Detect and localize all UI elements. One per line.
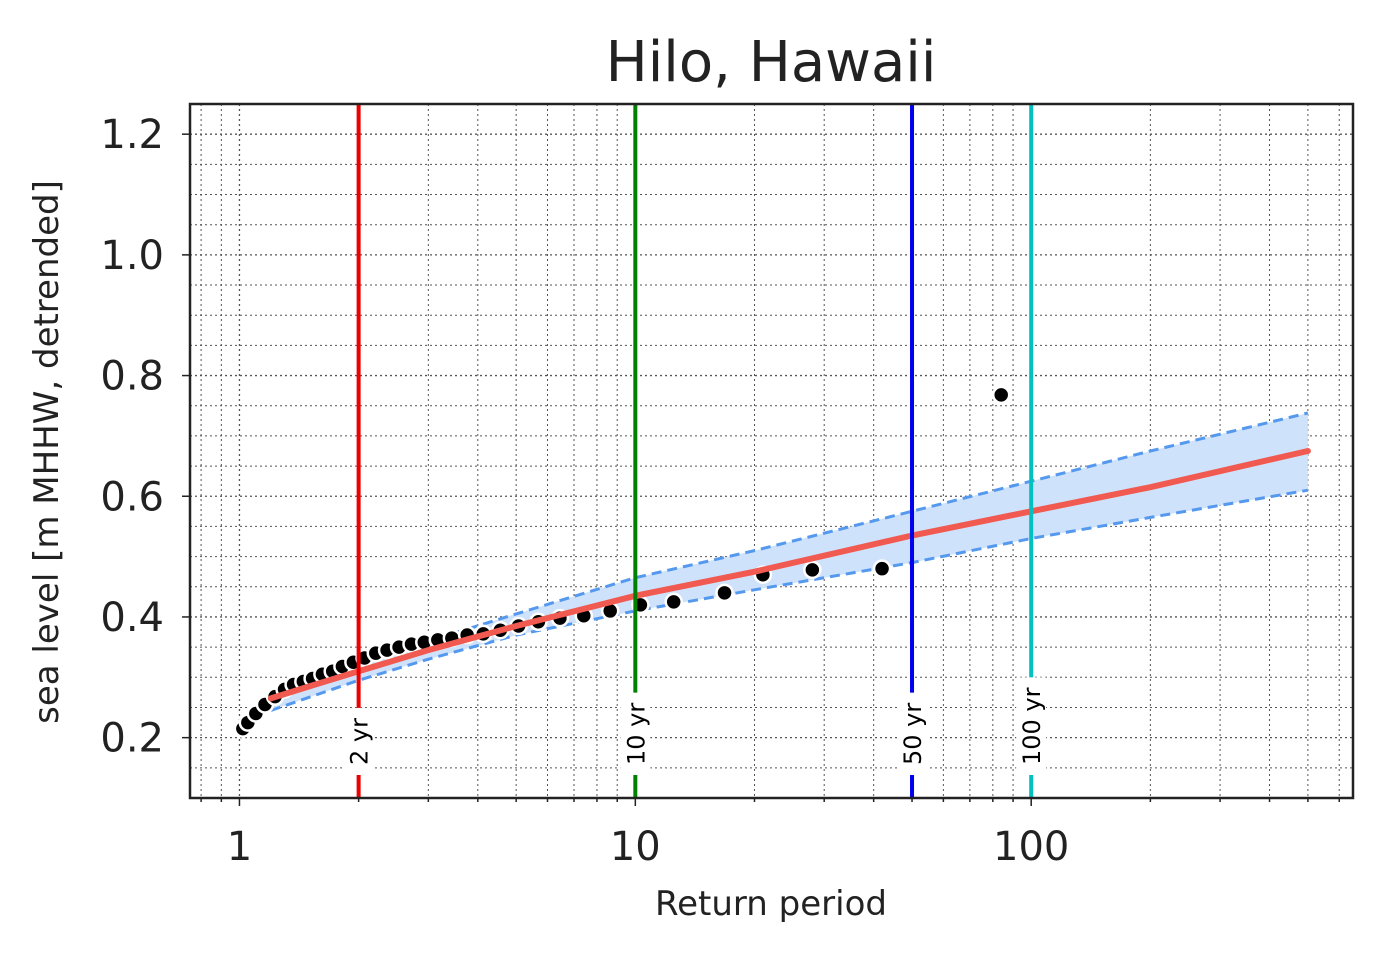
y-tick-label: 0.8 (100, 354, 164, 400)
x-axis-ticks: 1 10 100 (200, 798, 1340, 870)
y-axis-ticks: 0.2 0.4 0.6 0.8 1.0 1.2 (100, 112, 190, 762)
y-tick-label: 0.4 (100, 595, 164, 641)
y-tick-label: 0.6 (100, 474, 164, 520)
y-tick-label: 1.0 (100, 233, 164, 279)
x-tick-label: 10 (610, 824, 661, 870)
observation-point (715, 583, 734, 603)
plot-frame (188, 102, 1355, 800)
y-tick-label: 0.2 (100, 716, 164, 762)
y-axis-label: sea level [m MHHW, detrended] (27, 180, 67, 724)
chart-title: Hilo, Hawaii (606, 30, 937, 95)
return-period-label: 10 yr (622, 703, 650, 765)
observation-point (872, 559, 892, 578)
return-period-label-background (343, 707, 374, 775)
observation-point (803, 560, 822, 580)
return-period-label: 50 yr (899, 703, 927, 765)
return-period-label: 2 yr (346, 718, 374, 765)
x-axis-label: Return period (655, 884, 887, 924)
return-period-lines: 2 yr 10 yr 50 yr 100 yr (343, 104, 1047, 798)
return-period-label-background (1016, 677, 1047, 775)
return-period-label-background (897, 692, 928, 775)
return-period-label-background (620, 692, 651, 775)
x-tick-label: 1 (227, 824, 252, 870)
x-tick-label: 100 (993, 824, 1069, 870)
ci-lower-line (270, 488, 1309, 712)
return-period-label: 100 yr (1018, 687, 1046, 765)
observation-point (664, 592, 683, 612)
y-tick-label: 1.2 (100, 112, 164, 158)
observation-point (991, 385, 1011, 405)
